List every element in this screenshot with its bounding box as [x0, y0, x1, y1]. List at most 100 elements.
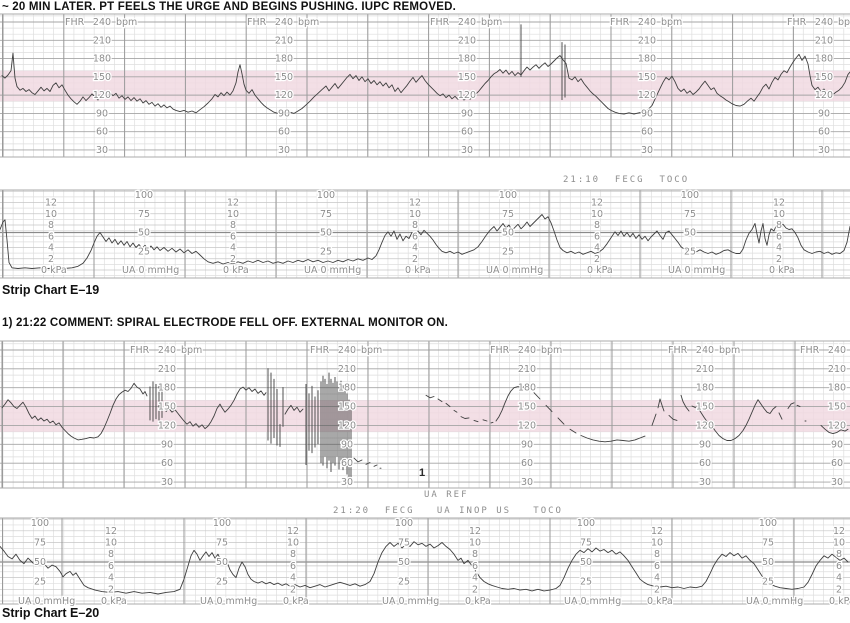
fhr-trace — [482, 419, 488, 422]
fhr-trace — [165, 386, 267, 430]
ua-kpa-tick-label: 4 — [776, 243, 782, 254]
ua-mmhg-tick-label: 75 — [762, 538, 774, 549]
fhr-trace — [453, 409, 458, 413]
strip2-ua-ref-label: UA REF — [424, 490, 469, 500]
ua-kpa-tick-label: 6 — [108, 561, 114, 572]
fhr-tick-label: 240 — [158, 345, 176, 356]
strip2-label: Strip Chart E–20 — [2, 606, 100, 620]
fhr-tick-label: 90 — [831, 439, 843, 450]
ua-mmhg-zero-label: UA 0 mmHg — [564, 596, 621, 607]
ua-kpa-tick-label: 6 — [230, 231, 236, 242]
fhr-tick-label: 180 — [158, 383, 176, 394]
ua-kpa-tick-label: 2 — [412, 254, 418, 265]
fhr-unit-label: bpm — [298, 17, 319, 28]
strip1-label: Strip Chart E–19 — [2, 283, 100, 297]
ua-kpa-tick-label: 10 — [773, 209, 785, 220]
ua-mmhg-zero-label: UA 0 mmHg — [122, 265, 179, 276]
fhr-axis-label: FHR — [65, 17, 85, 28]
ua-kpa-tick-label: 4 — [48, 243, 54, 254]
fhr-tick-label: 120 — [815, 90, 833, 101]
fhr-tick-label: 90 — [341, 439, 353, 450]
fhr-trace — [651, 413, 657, 426]
fhr-tick-label: 180 — [338, 383, 356, 394]
fhr-tick-label: 150 — [93, 72, 111, 83]
fhr-tick-label: 90 — [161, 439, 173, 450]
fhr-trace — [557, 417, 565, 425]
e19-ua-trace-group — [0, 214, 850, 269]
fhr-tick-label: 180 — [458, 54, 476, 65]
fhr-tick-label: 120 — [696, 420, 714, 431]
fhr-tick-label: 180 — [93, 54, 111, 65]
fhr-tick-label: 60 — [699, 458, 711, 469]
ua-kpa-tick-label: 10 — [287, 538, 299, 549]
fhr-trace — [820, 424, 849, 435]
fhr-tick-label: 60 — [641, 127, 653, 138]
fhr-tick-label: 210 — [458, 35, 476, 46]
fhr-axis-label: FHR — [130, 345, 150, 356]
ua-kpa-tick-label: 2 — [230, 254, 236, 265]
fhr-normal-band — [0, 70, 850, 102]
ua-kpa-tick-label: 12 — [409, 198, 421, 209]
ua-kpa-tick-label: 8 — [230, 220, 236, 231]
ua-kpa-zero-label: 0 kPa — [101, 596, 127, 607]
ua-mmhg-tick-label: 100 — [499, 190, 517, 201]
ua-kpa-tick-label: 10 — [409, 209, 421, 220]
ua-mmhg-zero-label: UA 0 mmHg — [382, 596, 439, 607]
ua-mmhg-tick-label: 100 — [317, 190, 335, 201]
ua-kpa-tick-label: 8 — [776, 220, 782, 231]
fhr-tick-label: 180 — [815, 54, 833, 65]
ua-mmhg-zero-label: UA 0 mmHg — [486, 265, 543, 276]
ua-kpa-tick-label: 12 — [287, 526, 299, 537]
fhr-trace — [473, 419, 479, 423]
ua-kpa-tick-label: 8 — [48, 220, 54, 231]
fhr-tick-label: 30 — [96, 145, 108, 156]
ua-mmhg-tick-label: 25 — [138, 246, 150, 257]
fhr-trace — [437, 398, 443, 403]
fhr-tick-label: 150 — [518, 402, 536, 413]
ua-mmhg-zero-label: UA 0 mmHg — [200, 596, 257, 607]
ua-mmhg-tick-label: 75 — [138, 209, 150, 220]
fhr-tick-label: 240 — [638, 17, 656, 28]
fhr-trace — [533, 392, 541, 400]
fhr-trace — [425, 394, 435, 399]
fhr-tick-label: 30 — [341, 477, 353, 488]
fhr-tick-label: 210 — [158, 364, 176, 375]
fhr-tick-label: 60 — [818, 127, 830, 138]
ua-kpa-tick-label: 10 — [227, 209, 239, 220]
fhr-trace — [460, 416, 470, 419]
e19-fhr-trace-group — [1, 24, 850, 115]
ua-mmhg-tick-label: 50 — [398, 557, 410, 568]
ua-mmhg-tick-label: 75 — [398, 538, 410, 549]
ua-kpa-tick-label: 6 — [290, 561, 296, 572]
ua-mmhg-tick-label: 25 — [398, 577, 410, 588]
fhr-tick-label: 210 — [275, 35, 293, 46]
e19-fhr-panel: FHR 240 bpm 210 180 150 120 90 60 30 FHR 240 bpm 210 1… — [0, 13, 850, 158]
ua-kpa-tick-label: 2 — [48, 254, 54, 265]
ua-kpa-tick-label: 12 — [469, 526, 481, 537]
fhr-tick-label: 210 — [338, 364, 356, 375]
fhr-tick-label: 60 — [161, 458, 173, 469]
ua-kpa-tick-label: 4 — [290, 573, 296, 584]
ua-mmhg-tick-label: 50 — [502, 228, 514, 239]
fhr-trace — [495, 385, 531, 422]
fhr-trace — [796, 404, 801, 408]
ua-mmhg-tick-label: 75 — [216, 538, 228, 549]
ua-kpa-tick-label: 10 — [651, 538, 663, 549]
strip2-ua-header: 21:20 FECG UA INOP US TOCO — [333, 506, 563, 516]
ua-kpa-tick-label: 6 — [472, 561, 478, 572]
fhr-tick-label: 150 — [158, 402, 176, 413]
fhr-tick-label: 30 — [831, 477, 843, 488]
fhr-tick-label: 210 — [828, 364, 846, 375]
strip1-note: ~ 20 MIN LATER. PT FEELS THE URGE AND BE… — [2, 1, 456, 13]
ua-kpa-tick-label: 10 — [833, 538, 845, 549]
fhr-trace — [680, 394, 690, 412]
ua-mmhg-tick-label: 75 — [320, 209, 332, 220]
ua-kpa-zero-label: 0 kPa — [587, 265, 613, 276]
ua-mmhg-tick-label: 25 — [502, 246, 514, 257]
ua-mmhg-tick-label: 50 — [684, 228, 696, 239]
fhr-tick-label: 150 — [458, 72, 476, 83]
fhr-tick-label: 210 — [93, 35, 111, 46]
fhr-unit-label: bpm — [116, 17, 137, 28]
ua-kpa-tick-label: 10 — [45, 209, 57, 220]
